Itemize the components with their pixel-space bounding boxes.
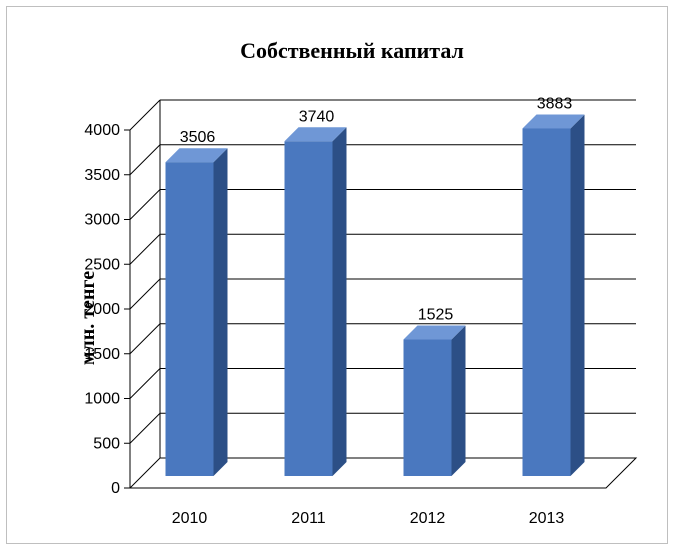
bar-side-2012 xyxy=(451,325,466,476)
y-tick-label: 2000 xyxy=(84,301,120,318)
gridline-side xyxy=(129,368,161,399)
y-tick-labels: 0 500 1000 1500 2000 2500 3000 3500 4000 xyxy=(84,122,120,497)
bar-top-2011 xyxy=(284,127,347,142)
bar-side-2013 xyxy=(570,114,585,476)
y-tick-label: 500 xyxy=(93,435,120,452)
bar-2013 xyxy=(522,128,571,476)
gridline-side xyxy=(129,278,161,310)
y-tick-label: 4000 xyxy=(84,122,120,139)
bar-top-2010 xyxy=(165,148,228,163)
bar-side-2011 xyxy=(332,127,347,477)
gridline-side xyxy=(129,233,161,265)
gridline-side xyxy=(129,412,161,444)
bar-side-2010 xyxy=(213,148,228,476)
data-label: 1525 xyxy=(418,307,454,324)
bar-top-2012 xyxy=(403,325,466,340)
x-tick-labels: 2010 2011 2012 2013 xyxy=(172,510,565,527)
gridline-side xyxy=(129,457,161,489)
gridline-side xyxy=(129,144,161,176)
data-labels: 3506 3740 1525 3883 xyxy=(180,95,573,323)
x-tick-label: 2012 xyxy=(410,510,446,527)
y-tick-label: 3000 xyxy=(84,212,120,229)
data-label: 3506 xyxy=(180,129,216,146)
data-label: 3740 xyxy=(299,108,335,125)
x-tick-label: 2010 xyxy=(172,510,208,527)
chart-title: Собственный капитал xyxy=(240,38,464,63)
y-tick-label: 1000 xyxy=(84,391,120,408)
gridline-side xyxy=(129,189,161,220)
x-tick-label: 2013 xyxy=(529,510,565,527)
y-tick-label: 3500 xyxy=(84,167,120,184)
bar-2011 xyxy=(284,141,333,476)
x-tick-label: 2011 xyxy=(291,510,326,527)
y-axis-label: млн. тенге xyxy=(77,271,99,365)
gridline-side xyxy=(129,99,161,131)
y-tick-label: 1500 xyxy=(84,346,120,363)
bars xyxy=(165,114,585,477)
floor-outline xyxy=(130,457,638,489)
bar-top-2013 xyxy=(522,114,585,129)
bar-2012 xyxy=(403,339,452,476)
gridline-side xyxy=(129,323,161,355)
data-label: 3883 xyxy=(537,95,573,112)
bar-2010 xyxy=(165,162,214,476)
y-tick-label: 2500 xyxy=(84,256,120,273)
y-tick-label: 0 xyxy=(111,480,120,497)
